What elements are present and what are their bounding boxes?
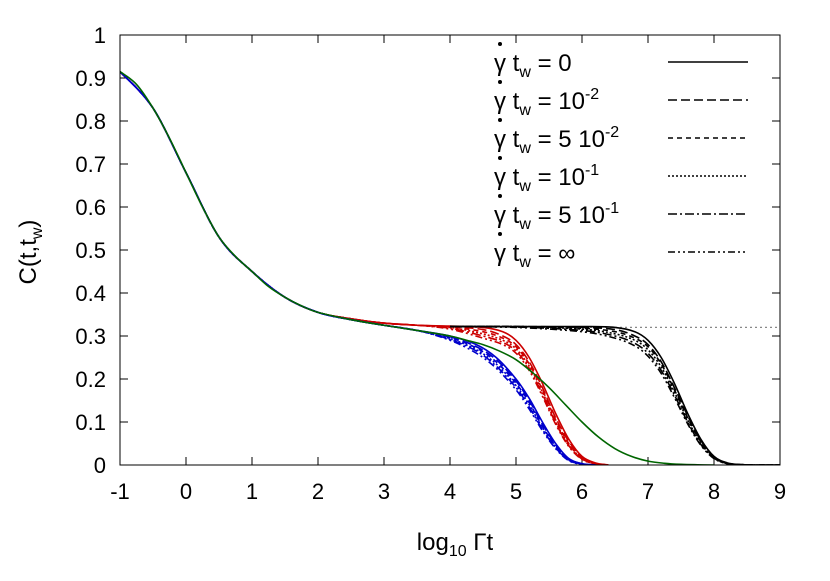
y-axis-label: C(t,tw) [15, 220, 46, 285]
series-line-dotted [449, 325, 780, 465]
y-tick-label: 1 [94, 23, 106, 48]
y-tick-label: 0 [94, 453, 106, 478]
y-tick-label: 0.9 [75, 66, 106, 91]
x-tick-label: 9 [774, 479, 786, 504]
y-tick-label: 0.4 [75, 281, 106, 306]
series-layer [120, 70, 780, 465]
y-tick-label: 0.7 [75, 152, 106, 177]
gamma-dot-icon [498, 156, 502, 160]
x-tick-label: 5 [510, 479, 522, 504]
gamma-dot-icon [498, 232, 502, 236]
legend-label: γ tw = 10-1 [494, 162, 599, 195]
series-line-dotted [120, 71, 609, 465]
legend-label: γ tw = 5 10-2 [494, 124, 619, 157]
y-tick-label: 0.6 [75, 195, 106, 220]
x-tick-label: 2 [312, 479, 324, 504]
x-tick-label: 4 [444, 479, 456, 504]
x-tick-label: 1 [246, 479, 258, 504]
series-line-short-dashed [449, 325, 780, 465]
legend-entry: γ tw = 5 10-2 [494, 118, 748, 157]
series-line-dash-dot [449, 325, 780, 465]
gamma-dot-icon [498, 118, 502, 122]
x-tick-label: 3 [378, 479, 390, 504]
y-tick-label: 0.2 [75, 367, 106, 392]
legend-entry: γ tw = 10-2 [494, 80, 748, 119]
x-tick-labels: -1 0 1 2 3 4 5 6 7 8 9 [110, 479, 786, 504]
x-tick-label: -1 [110, 479, 130, 504]
gamma-dot-icon [498, 194, 502, 198]
series-line-dashed [449, 325, 780, 465]
legend-label: γ tw = 10-2 [494, 86, 599, 119]
legend-entry: γ tw = 10-1 [494, 156, 748, 195]
y-tick-label: 0.8 [75, 109, 106, 134]
legend: γ tw = 0 γ tw = 10-2 γ tw = 5 10-2 γ tw = 1… [494, 42, 748, 271]
plot-frame [119, 34, 781, 466]
x-tick-label: 6 [576, 479, 588, 504]
y-tick-label: 0.3 [75, 324, 106, 349]
legend-entry: γ tw = ∞ [494, 232, 748, 271]
x-tick-label: 7 [642, 479, 654, 504]
legend-label: γ tw = 5 10-1 [494, 200, 619, 233]
legend-label: γ tw = ∞ [494, 240, 575, 271]
legend-entry: γ tw = 5 10-1 [494, 194, 748, 233]
y-tick-label: 0.1 [75, 410, 106, 435]
gamma-dot-icon [498, 42, 502, 46]
series-line-dash-dot-dot [120, 71, 609, 465]
series-line-solid [450, 325, 780, 465]
y-tick-label: 0.5 [75, 238, 106, 263]
series-line-dash-dot-dot [449, 325, 780, 465]
y-tick-labels: 0 0.1 0.2 0.3 0.4 0.5 0.6 0.7 0.8 0.9 1 [75, 23, 106, 478]
series-line-solid [120, 70, 715, 465]
legend-label: γ tw = 0 [494, 50, 572, 81]
x-tick-label: 0 [180, 479, 192, 504]
x-tick-label: 8 [708, 479, 720, 504]
x-axis-label: log10 Γt [417, 529, 494, 560]
legend-entry: γ tw = 0 [494, 42, 748, 81]
gamma-dot-icon [498, 80, 502, 84]
